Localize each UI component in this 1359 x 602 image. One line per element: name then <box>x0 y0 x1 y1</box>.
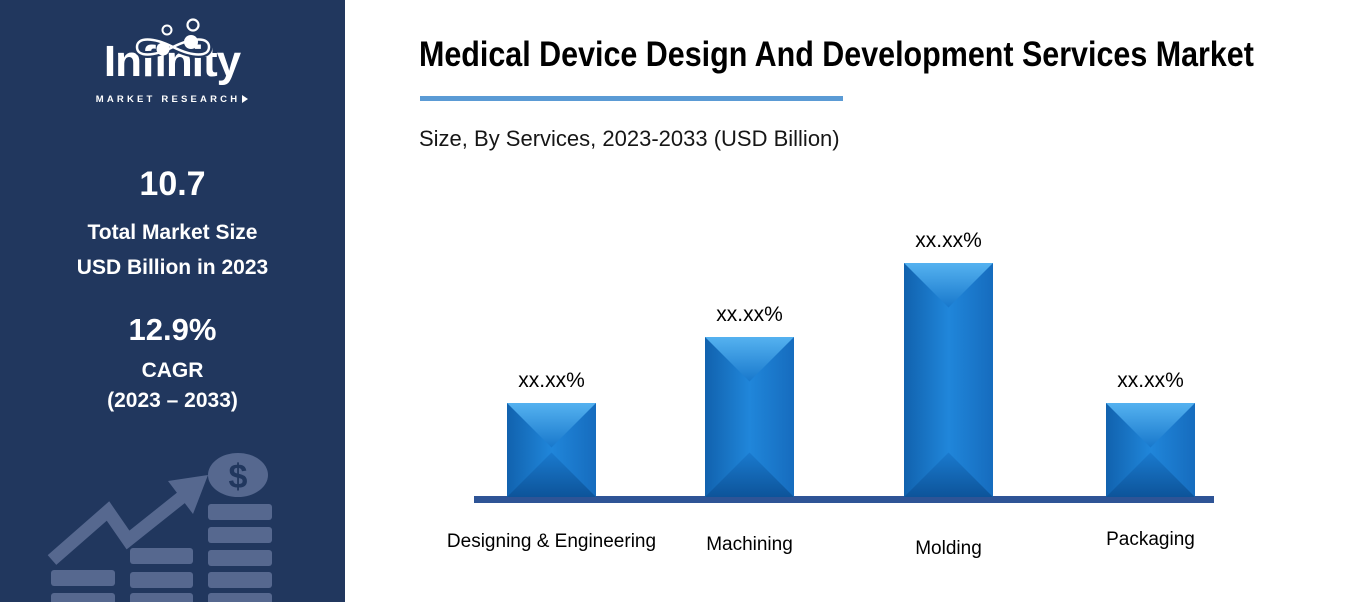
market-size-label-2: USD Billion in 2023 <box>76 256 269 279</box>
x-axis-line <box>474 496 1214 503</box>
bar-value-label: xx.xx% <box>518 369 585 392</box>
bar-value-label: xx.xx% <box>1117 369 1184 392</box>
cagr-label-1: CAGR <box>141 359 204 382</box>
sidebar: Infinity MARKET RESEARCH 10.7 Total Mark… <box>0 0 345 602</box>
title-underline <box>420 96 843 101</box>
growth-chart-graphic: $ <box>47 453 272 602</box>
bar-value-label: xx.xx% <box>915 229 982 252</box>
category-label: Designing & Engineering <box>446 531 657 552</box>
cagr-label-2: (2023 – 2033) <box>107 389 238 412</box>
chart-title: Medical Device Design And Development Se… <box>419 35 1254 74</box>
chart-panel: Medical Device Design And Development Se… <box>345 0 1359 602</box>
chart-bar <box>507 403 596 497</box>
chart-bar <box>904 263 993 497</box>
market-size-label-1: Total Market Size <box>87 221 258 244</box>
market-size-value: 10.7 <box>139 165 206 203</box>
bar-value-label: xx.xx% <box>716 303 783 326</box>
chart-bar <box>705 337 794 497</box>
category-label: Machining <box>706 534 793 555</box>
brand-tagline: MARKET RESEARCH <box>87 94 257 105</box>
bar-chart: xx.xx% Designing & Engineering xx.xx% Machi… <box>345 0 1359 602</box>
chart-subtitle: Size, By Services, 2023-2033 (USD Billio… <box>419 126 840 151</box>
tagline-flag-icon <box>242 95 249 104</box>
brand-tagline-text: MARKET RESEARCH <box>95 94 241 105</box>
dollar-sign: $ <box>229 458 248 496</box>
infinity-symbol-icon <box>133 18 213 58</box>
cagr-value: 12.9% <box>128 312 217 347</box>
category-label: Molding <box>915 538 982 559</box>
infinity-logo: Infinity MARKET RESEARCH <box>87 18 257 110</box>
dollar-coin-icon <box>208 453 268 497</box>
growth-arrow-icon <box>47 475 208 565</box>
category-label: Packaging <box>1106 529 1195 550</box>
chart-bar <box>1106 403 1195 497</box>
